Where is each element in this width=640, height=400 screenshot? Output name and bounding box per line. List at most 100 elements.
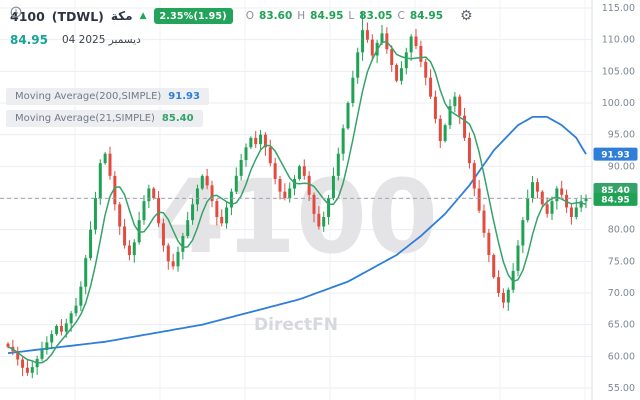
axis-tick-label: 65.00 [608,320,635,331]
candle-down [390,49,394,65]
candle-up [550,201,554,214]
ma200-line [7,116,587,355]
candle-down [268,147,272,164]
candle-down [458,96,462,116]
ma21-line [7,41,587,364]
company-name-arabic: مكة [110,9,133,23]
candle-down [438,118,442,141]
candle-up [351,77,355,103]
axis-tick-label: 95.00 [608,130,635,141]
candle-up [142,201,146,221]
high-value: 84.95 [310,10,344,22]
candle-down [25,367,29,373]
candle-down [492,255,496,278]
candle-down [210,185,214,202]
candle-up [200,175,204,189]
candle-down [302,166,306,176]
low-label: L [348,10,355,22]
ma21-legend-item[interactable]: Moving Average(21,SIMPLE) 85.40 [6,110,203,127]
symbol-code: 4100 [10,8,45,24]
candle-down [433,96,437,119]
candle-down [263,134,267,148]
axis-tick-label: 90.00 [608,161,635,172]
candle-down [472,163,476,189]
candle-down [127,245,131,255]
candle-up [574,207,578,217]
candle-up [448,106,452,126]
candle-down [171,261,175,267]
close-value: 84.95 [409,10,444,22]
candle-down [501,293,505,303]
ma21-price-badge-text: 85.40 [601,186,629,196]
ma200-price-badge [593,147,638,161]
candle-up [50,334,54,343]
candle-up [229,191,233,208]
trend-up-icon: ▲ [139,10,147,21]
brand-watermark: DirectFN [254,315,338,335]
symbol-row: 4100 (TDWL) مكة ▲ 2.35%(1.95) O 83.60 H … [10,6,473,26]
candle-up [234,175,238,192]
ma21-label: Moving Average(21,SIMPLE) [15,113,155,124]
candle-down [220,217,224,224]
candle-down [157,198,161,224]
candle-up [404,52,408,69]
ma21-value: 85.40 [161,113,194,124]
candle-down [535,182,539,192]
candle-up [516,245,520,271]
candle-up [322,217,326,227]
axis-tick-label: 105.00 [602,66,635,77]
candle-up [55,325,59,335]
candle-up [132,242,136,255]
last-price-readout: 84.95 [10,33,48,47]
chart-toolbar: 4100 (TDWL) مكة ▲ 2.35%(1.95) O 83.60 H … [10,6,473,50]
candle-down [463,115,467,138]
candle-down [278,179,282,192]
ma21-price-badge [593,182,638,196]
candle-up [409,36,413,53]
candle-up [327,198,331,217]
candle-down [16,351,20,360]
candle-up [584,198,588,202]
session-date: 04 ديسمبر 2025 [61,34,141,46]
candle-up [45,342,49,350]
candle-down [560,188,564,195]
candle-down [477,188,481,211]
settings-gear-icon[interactable]: ⚙ [460,8,473,24]
exchange-code: (TDWL) [51,8,104,24]
candle-down [429,77,433,97]
candle-up [380,33,384,43]
candle-up [195,188,199,205]
axis-tick-label: 110.00 [602,35,635,46]
candle-down [414,36,418,46]
candle-down [497,277,501,293]
last-price-badge [593,192,638,206]
candle-up [64,323,68,332]
candle-down [21,359,25,368]
candle-up [259,134,263,145]
axis-tick-label: 100.00 [602,98,635,109]
candle-up [74,305,78,314]
candle-down [467,137,471,164]
ma200-price-badge-text: 91.93 [601,150,629,160]
ma200-legend-item[interactable]: Moving Average(200,SIMPLE) 91.93 [6,88,209,105]
candle-down [545,204,549,214]
candle-up [521,220,525,246]
axis-tick-label: 70.00 [608,288,635,299]
candle-up [336,153,340,176]
candle-down [161,223,165,246]
candle-up [147,188,151,202]
candle-down [283,191,287,198]
candle-up [103,153,107,164]
candle-down [123,226,127,246]
candle-down [254,137,258,145]
candle-down [273,163,277,179]
change-badge: 2.35%(1.95) [153,8,233,24]
candle-up [225,207,229,224]
high-label: H [297,10,306,22]
candle-up [346,103,350,129]
ma200-label: Moving Average(200,SIMPLE) [15,91,162,102]
candle-down [6,343,10,347]
indicator-legend: Moving Average(200,SIMPLE) 91.93 Moving A… [6,88,209,132]
candle-up [69,313,73,324]
low-value: 83.05 [359,10,393,22]
